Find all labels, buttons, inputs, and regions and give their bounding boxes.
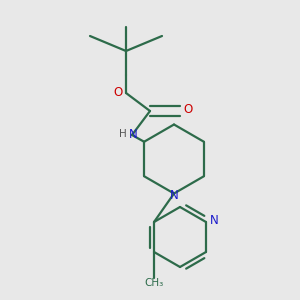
Text: N: N: [169, 189, 178, 203]
Text: O: O: [183, 103, 192, 116]
Text: O: O: [114, 86, 123, 100]
Text: N: N: [210, 214, 219, 227]
Text: H: H: [119, 129, 127, 140]
Text: CH₃: CH₃: [144, 278, 164, 288]
Text: N: N: [129, 128, 138, 141]
